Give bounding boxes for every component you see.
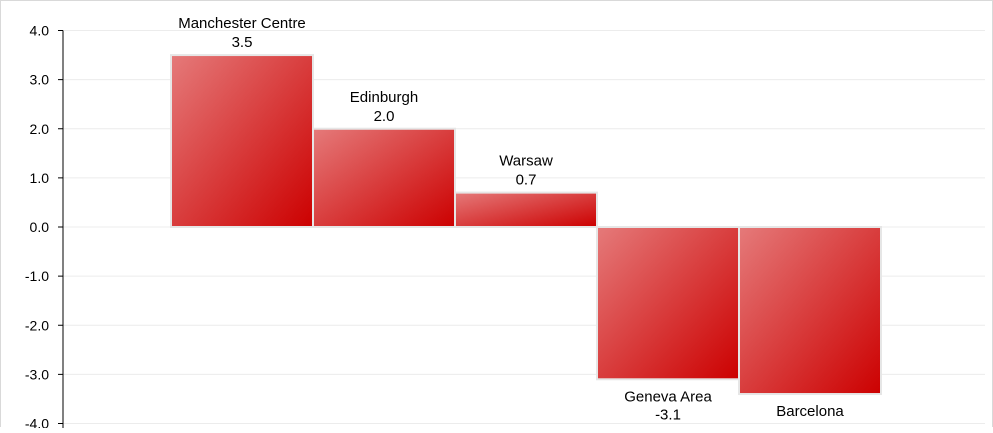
bar — [596, 226, 740, 381]
bar-category-label: Manchester Centre — [178, 15, 306, 32]
y-tick-label: -3.0 — [25, 366, 49, 382]
bar-category-label: Edinburgh — [350, 89, 418, 106]
bar-value-label: 0.7 — [516, 172, 537, 189]
y-tick-label: 0.0 — [30, 219, 50, 235]
bar — [738, 226, 882, 396]
bar-category-label: Geneva Area — [624, 388, 712, 405]
y-tick-label: 1.0 — [30, 170, 50, 186]
y-tick-label: 2.0 — [30, 121, 50, 137]
bar-labels: Manchester Centre 3.5 Edinburgh 2.0 Warsaw 0.… — [178, 15, 844, 423]
bar-value-label: -3.1 — [655, 406, 681, 423]
bar-category-label: Barcelona — [776, 403, 844, 420]
bar — [454, 191, 598, 229]
bar-value-label: 2.0 — [374, 108, 395, 125]
y-tick-label: 4.0 — [30, 23, 50, 39]
bar-value-label: 3.5 — [232, 34, 253, 51]
y-tick-label: -1.0 — [25, 268, 49, 284]
bar-category-label: Warsaw — [499, 153, 553, 170]
y-axis: 4.03.02.01.00.0-1.0-2.0-3.0-4.0 — [25, 23, 64, 432]
y-tick-label: -2.0 — [25, 317, 49, 333]
y-tick-label: 3.0 — [30, 72, 50, 88]
bars — [170, 54, 882, 396]
bar — [312, 127, 456, 228]
